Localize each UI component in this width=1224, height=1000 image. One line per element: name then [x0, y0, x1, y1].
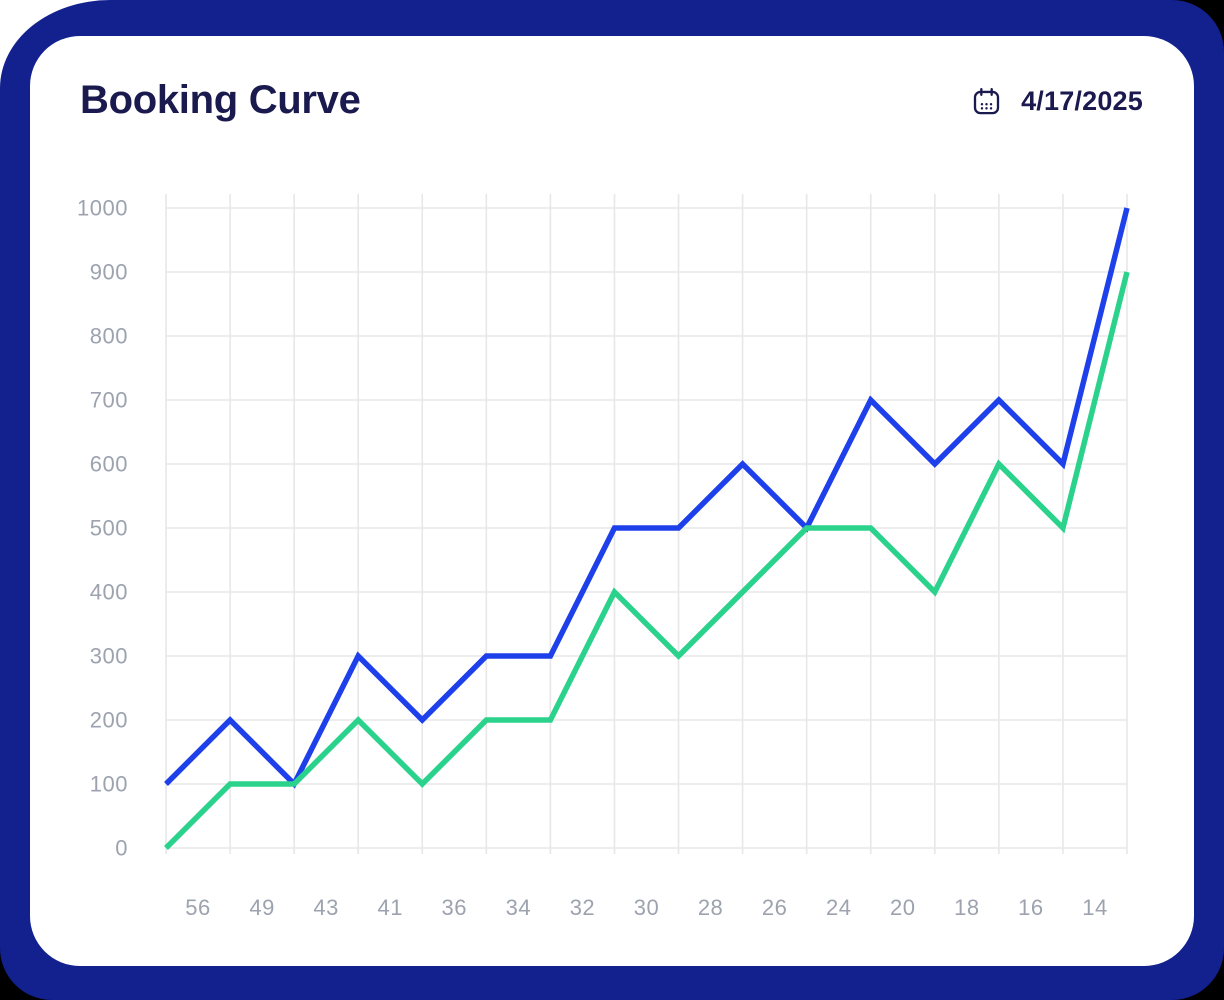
svg-text:100: 100 [90, 772, 128, 797]
svg-text:300: 300 [90, 644, 128, 669]
date-display[interactable]: 4/17/2025 [971, 84, 1143, 118]
date-label: 4/17/2025 [1021, 85, 1143, 116]
x-gridlines [165, 194, 1128, 854]
svg-text:1000: 1000 [77, 196, 128, 221]
svg-text:18: 18 [954, 895, 979, 920]
svg-text:700: 700 [90, 388, 128, 413]
svg-text:16: 16 [1018, 895, 1043, 920]
svg-text:56: 56 [185, 895, 210, 920]
svg-text:800: 800 [90, 324, 128, 349]
series-line-series-2-green [164, 271, 1130, 850]
svg-text:36: 36 [442, 895, 467, 920]
svg-text:200: 200 [90, 708, 128, 733]
svg-text:43: 43 [313, 895, 338, 920]
svg-text:26: 26 [762, 895, 787, 920]
series-line-series-1-blue [164, 207, 1130, 789]
svg-text:900: 900 [90, 260, 128, 285]
booking-curve-chart: 0 100 200 300 400 500 600 700 800 900 1000 56 49 43 41… [77, 194, 1130, 920]
svg-text:14: 14 [1082, 895, 1107, 920]
svg-text:600: 600 [90, 452, 128, 477]
svg-text:20: 20 [890, 895, 915, 920]
svg-text:41: 41 [377, 895, 402, 920]
y-axis-labels: 0 100 200 300 400 500 600 700 800 900 1000 [77, 196, 128, 861]
calendar-icon [973, 87, 1000, 114]
page-title: Booking Curve [80, 78, 361, 122]
svg-text:0: 0 [115, 836, 128, 861]
svg-text:400: 400 [90, 580, 128, 605]
svg-text:49: 49 [249, 895, 274, 920]
x-axis-labels: 56 49 43 41 36 34 32 30 28 26 24 20 18 16 14 [185, 895, 1107, 920]
svg-text:30: 30 [634, 895, 659, 920]
svg-text:500: 500 [90, 516, 128, 541]
svg-text:28: 28 [698, 895, 723, 920]
dashboard-card: Booking Curve 4/17/2025 0 100 200 300 400 500… [30, 36, 1194, 966]
svg-text:34: 34 [506, 895, 531, 920]
y-gridlines [166, 207, 1127, 849]
svg-text:32: 32 [570, 895, 595, 920]
svg-text:24: 24 [826, 895, 851, 920]
